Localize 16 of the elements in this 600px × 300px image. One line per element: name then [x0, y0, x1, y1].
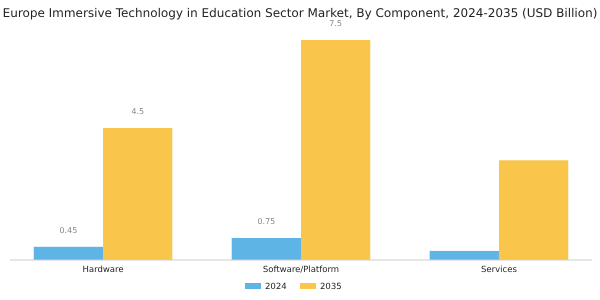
x-tick-label: Software/Platform	[262, 265, 340, 275]
bar	[430, 250, 499, 260]
bar	[232, 238, 301, 260]
x-tick-label: Services	[481, 265, 518, 275]
data-label: 0.45	[59, 226, 78, 235]
bar	[34, 246, 104, 260]
data-label: 7.5	[329, 19, 342, 28]
x-tick-label: Hardware	[82, 265, 124, 275]
legend-label: 2035	[320, 282, 342, 292]
chart-title: Europe Immersive Technology in Education Sector Market, By Component, 2024-2035 (USD Billion)	[2, 6, 598, 20]
legend-label: 2024	[265, 282, 287, 292]
data-label: 4.5	[131, 107, 144, 116]
data-label: 0.75	[257, 217, 276, 226]
bar	[301, 40, 370, 260]
bar	[498, 160, 568, 260]
bar	[103, 128, 172, 260]
